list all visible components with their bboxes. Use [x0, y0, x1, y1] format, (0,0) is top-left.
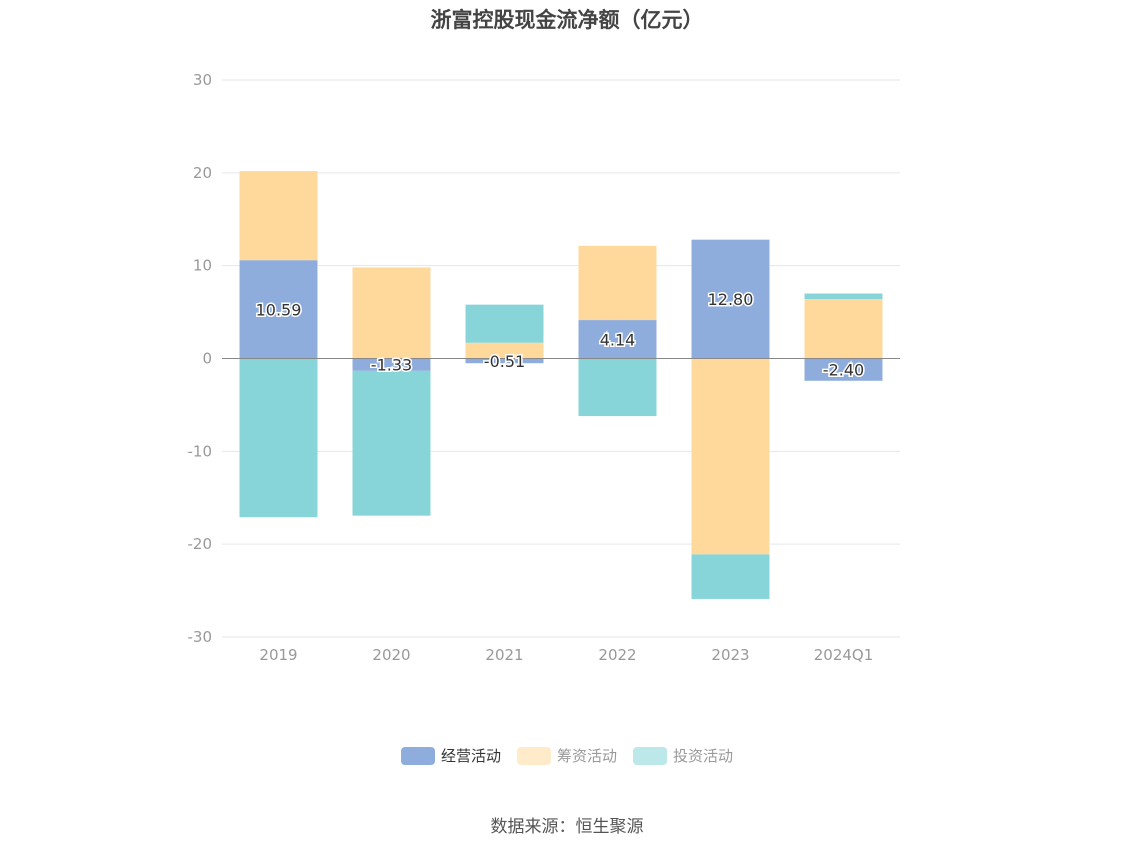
bar [804, 358, 883, 381]
bar [239, 260, 318, 359]
y-tick-label: -30 [188, 628, 213, 646]
chart-title: 浙富控股现金流净额（亿元） [430, 8, 704, 32]
bar [691, 358, 770, 555]
legend-item[interactable]: 筹资活动 [516, 745, 617, 766]
legend-item[interactable]: 经营活动 [400, 745, 501, 766]
bar [352, 370, 431, 516]
data-label: 4.14 [600, 330, 636, 349]
y-tick-label: 10 [193, 257, 212, 275]
data-source: 数据来源：恒生聚源 [490, 817, 644, 837]
x-tick-label: 2022 [598, 646, 636, 664]
legend-swatch [400, 746, 435, 765]
legend-label: 经营活动 [440, 747, 501, 765]
y-tick-label: 0 [202, 350, 212, 368]
x-tick-label: 2020 [372, 646, 410, 664]
data-label: 12.80 [708, 290, 754, 309]
bar [239, 358, 318, 518]
bar [691, 554, 770, 599]
legend-label: 投资活动 [673, 747, 734, 765]
y-tick-label: 30 [193, 71, 212, 89]
bar [578, 358, 657, 417]
y-tick-label: -10 [188, 442, 213, 460]
bar [352, 358, 431, 371]
legend-item[interactable]: 投资活动 [633, 745, 733, 766]
bar [578, 320, 657, 359]
bar [691, 239, 770, 359]
bar [239, 171, 318, 261]
legend-label: 筹资活动 [556, 747, 617, 765]
bar [465, 358, 544, 364]
data-label: 10.59 [256, 300, 302, 319]
bar [465, 304, 544, 343]
y-tick-label: -20 [188, 535, 213, 553]
bar [578, 245, 657, 321]
bar [352, 267, 431, 359]
data-label: -0.51 [484, 352, 525, 371]
bar [465, 342, 544, 359]
y-tick-label: 20 [193, 164, 212, 182]
legend-swatch [633, 746, 667, 765]
bar [804, 299, 883, 359]
x-tick-label: 2024Q1 [814, 646, 874, 664]
x-tick-label: 2021 [485, 646, 523, 664]
chart-legend: 经营活动 筹资活动 投资活动 [0, 745, 1134, 766]
data-label: -2.40 [823, 361, 864, 380]
x-tick-label: 2023 [711, 646, 749, 664]
x-tick-label: 2019 [259, 646, 297, 664]
legend-swatch [516, 746, 551, 765]
data-label: -1.33 [371, 356, 412, 375]
bar [804, 293, 883, 300]
